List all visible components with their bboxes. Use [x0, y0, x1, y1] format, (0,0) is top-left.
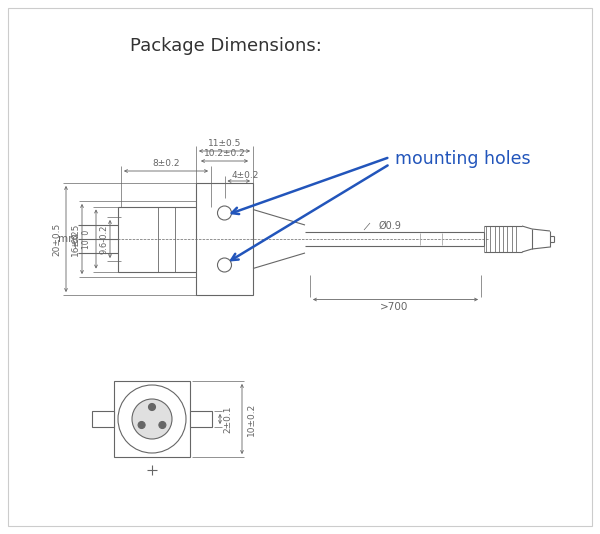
Text: 10±0.2: 10±0.2 [247, 403, 256, 436]
Text: 9.6-0.2: 9.6-0.2 [100, 224, 109, 254]
Text: mm: mm [58, 234, 78, 244]
Text: 4±0.2: 4±0.2 [231, 170, 259, 179]
Text: mounting holes: mounting holes [395, 150, 530, 168]
Circle shape [149, 404, 155, 411]
Text: 16±0.5: 16±0.5 [71, 222, 79, 256]
Circle shape [218, 206, 232, 220]
Text: 11±0.5: 11±0.5 [208, 139, 241, 148]
Bar [190, 411, 212, 427]
Bar [118, 207, 211, 271]
Text: +0.2
10  0: +0.2 10 0 [71, 230, 91, 249]
Text: Ø0.9: Ø0.9 [379, 221, 401, 231]
Bar [196, 183, 253, 295]
Text: 8±0.2: 8±0.2 [152, 160, 180, 169]
Circle shape [138, 421, 145, 428]
Text: 10.2±0.2: 10.2±0.2 [203, 150, 245, 159]
Circle shape [118, 385, 186, 453]
Bar [114, 381, 190, 457]
Circle shape [218, 258, 232, 272]
Text: 20±0.5: 20±0.5 [53, 222, 62, 256]
Circle shape [159, 421, 166, 428]
Bar [92, 411, 114, 427]
Text: >700: >700 [380, 302, 409, 311]
Circle shape [132, 399, 172, 439]
Text: Package Dimensions:: Package Dimensions: [130, 37, 322, 55]
Text: 2±0.1: 2±0.1 [223, 405, 233, 433]
